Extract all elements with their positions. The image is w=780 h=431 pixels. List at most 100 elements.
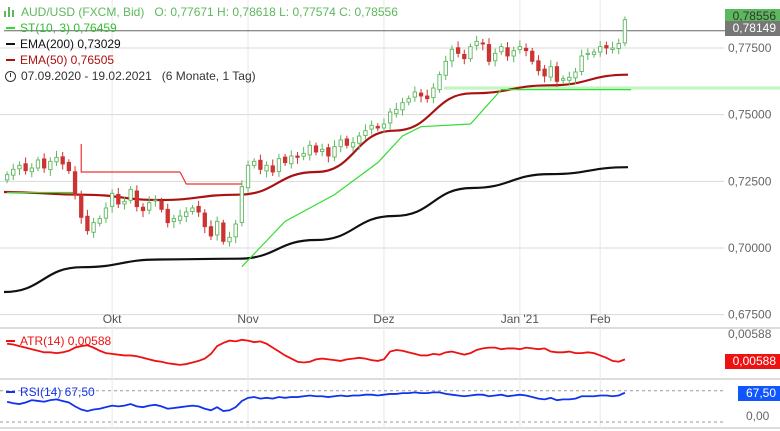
candle-body — [264, 164, 269, 172]
candle-body — [530, 50, 535, 62]
candle-body — [109, 192, 115, 207]
candle-body — [307, 144, 312, 156]
candle-body — [4, 174, 10, 181]
period-label: (6 Monate, 1 Tag) — [161, 69, 256, 83]
candle-body — [591, 51, 597, 55]
atr-swatch — [6, 340, 15, 342]
candle-body — [252, 160, 257, 166]
candle-body — [400, 102, 405, 111]
ema50-swatch — [6, 59, 15, 61]
date-range-label: 07.09.2020 - 19.02.2021 — [21, 69, 152, 83]
candle-body — [598, 46, 603, 53]
x-tick-label: Feb — [590, 312, 611, 326]
atr-label: ATR(14) 0,00588 — [20, 334, 112, 348]
candle-body — [542, 68, 547, 77]
candle-body — [320, 148, 325, 152]
candle-body — [233, 223, 238, 238]
candle-body — [171, 218, 177, 223]
hline-price-tag: 0,78149 — [724, 21, 780, 36]
candle-body — [66, 161, 72, 172]
candle-body — [474, 40, 479, 47]
candle-body — [313, 145, 319, 153]
candle-body — [103, 207, 109, 219]
candle-body — [202, 212, 207, 228]
ohlc-label: O: 0,77671 H: 0,78618 L: 0,77574 C: 0,78… — [154, 5, 398, 19]
rsi-line — [6, 391, 626, 413]
x-tick-label: Okt — [103, 312, 122, 326]
candle-body — [282, 156, 288, 164]
candle-body — [616, 43, 621, 49]
candle-body — [221, 222, 226, 242]
candle-body — [585, 52, 590, 55]
candle-body — [35, 159, 41, 169]
candle-body — [517, 46, 523, 51]
candle-body — [326, 147, 331, 157]
candle-body — [165, 208, 170, 224]
legend-ema50[interactable]: EMA(50) 0,76505 — [4, 52, 398, 68]
candle-body — [48, 160, 53, 171]
candle-body — [23, 163, 28, 172]
legend-st[interactable]: ST(10, 3) 0,76459 — [4, 20, 398, 36]
candle-body — [17, 164, 22, 170]
y-tick-label: 0,75000 — [728, 108, 772, 122]
y-tick-label: 0,77500 — [728, 41, 772, 55]
close-price-tag: 0,78556 — [724, 9, 780, 24]
candle-body — [375, 125, 380, 129]
candle-body — [295, 155, 300, 158]
rsi-label: RSI(14) 67,50 — [20, 385, 95, 399]
y-tick-label: 0,67500 — [728, 308, 772, 322]
candle-body — [332, 146, 337, 158]
candle-body — [425, 95, 430, 100]
candle-body — [54, 156, 59, 163]
candle-body — [258, 159, 263, 170]
ema200-swatch — [6, 43, 15, 45]
candle-body — [190, 207, 195, 212]
candle-body — [369, 124, 374, 130]
candle-body — [245, 164, 251, 189]
candle-body — [443, 60, 448, 76]
clock-icon — [5, 70, 16, 82]
x-tick-label: Jan '21 — [501, 312, 540, 326]
legend-range-row: 07.09.2020 - 19.02.2021 (6 Monate, 1 Tag… — [4, 68, 398, 84]
candle-body — [455, 47, 461, 54]
candle-body — [462, 53, 467, 60]
candle-body — [338, 139, 343, 148]
candle-body — [214, 220, 220, 236]
rsi-swatch — [6, 391, 15, 393]
candle-body — [412, 91, 418, 98]
st-swatch — [6, 27, 15, 29]
candle-body — [177, 215, 183, 221]
candle-body — [437, 74, 442, 91]
candle-body — [394, 108, 399, 115]
atr-axis-label: 0,00588 — [728, 327, 772, 341]
candlestick-icon — [4, 7, 16, 17]
candle-body — [42, 158, 47, 169]
candle-body — [468, 46, 473, 60]
symbol-label: AUD/USD (FXCM, Bid) — [21, 5, 145, 19]
candle-body — [184, 211, 189, 217]
rsi-legend[interactable]: RSI(14) 67,50 — [4, 385, 95, 399]
candle-body — [159, 200, 164, 210]
chart-legend: AUD/USD (FXCM, Bid) O: 0,77671 H: 0,7861… — [4, 4, 398, 84]
candle-body — [196, 205, 201, 213]
candle-body — [449, 48, 455, 62]
candle-body — [153, 199, 158, 202]
candle-body — [536, 60, 541, 72]
legend-ema200[interactable]: EMA(200) 0,73029 — [4, 36, 398, 52]
candle-body — [350, 142, 356, 148]
x-tick-label: Nov — [237, 312, 258, 326]
supertrend-down-line — [80, 144, 181, 173]
ema200-label: EMA(200) 0,73029 — [20, 37, 121, 51]
candle-body — [134, 190, 139, 208]
candle-body — [499, 46, 504, 53]
candle-body — [505, 47, 510, 57]
candle-body — [72, 171, 78, 196]
candle-body — [486, 44, 492, 62]
candle-body — [128, 188, 133, 201]
candle-body — [147, 202, 152, 211]
candle-body — [91, 222, 96, 233]
candle-body — [289, 155, 294, 165]
rsi-axis-label: 0,00 — [746, 409, 770, 423]
atr-legend[interactable]: ATR(14) 0,00588 — [4, 334, 111, 348]
